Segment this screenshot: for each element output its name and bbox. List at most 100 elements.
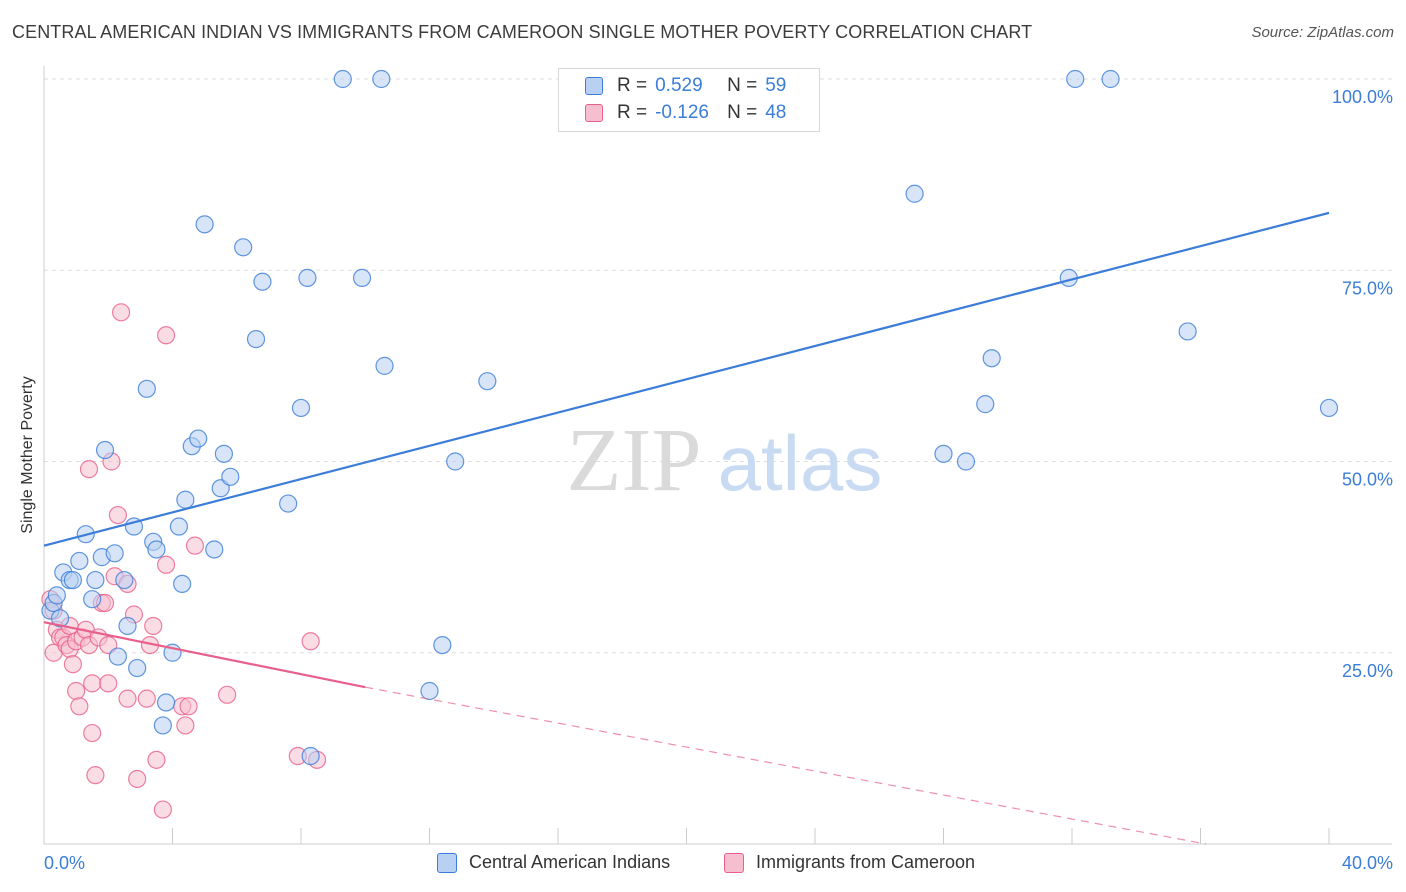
central-american-indian-point (169, 517, 189, 536)
central-american-indian-point (234, 238, 253, 257)
central-american-indian-point (205, 540, 224, 559)
central-american-indian-point (298, 268, 317, 287)
bottom-legend-swatch-pink (724, 852, 744, 873)
central-american-indian-point (95, 440, 115, 460)
central-american-indian-point (372, 69, 391, 89)
chart-title: CENTRAL AMERICAN INDIAN VS IMMIGRANTS FR… (12, 22, 1033, 42)
central-american-indian-point (118, 616, 137, 636)
central-american-indian-point (128, 658, 147, 678)
cameroon-point (79, 460, 99, 479)
legend-swatch-blue (585, 77, 603, 95)
central-american-indian-point (956, 452, 976, 471)
cameroon-point (153, 800, 172, 819)
central-american-indian-point (420, 681, 439, 701)
central-american-indian-point (176, 490, 195, 509)
legend-swatch-pink (585, 104, 603, 122)
central-american-indian-point (153, 716, 172, 735)
central-american-indian-point (1066, 69, 1085, 89)
cameroon-point (118, 689, 137, 708)
cameroon-point (67, 681, 86, 701)
x-tick-label: 0.0% (44, 853, 85, 873)
cameroon-point (108, 505, 127, 525)
central-american-indian-point (433, 635, 452, 655)
cameroon-point (144, 616, 163, 636)
watermark-atlas: atlas (718, 419, 883, 507)
central-american-indian-point (1101, 69, 1120, 89)
cameroon-point (83, 674, 102, 693)
cameroon-point (301, 632, 320, 651)
cameroon-point (218, 685, 237, 704)
central-american-indian-point (70, 551, 89, 571)
legend-n-label: N = (727, 102, 758, 123)
central-american-indian-point (137, 379, 156, 398)
central-american-indian-point (982, 349, 1001, 368)
legend-row-blue: R = 0.529 N = 59 (585, 73, 786, 99)
series-central-american-indians-points (41, 69, 1339, 766)
central-american-indian-point (83, 590, 102, 609)
central-american-indian-point (976, 395, 995, 414)
legend-r-label: R = (617, 102, 648, 123)
central-american-indian-point (301, 746, 320, 766)
central-american-indian-point (905, 184, 924, 203)
y-tick-label: 50.0% (1342, 470, 1393, 490)
cameroon-point (86, 766, 105, 785)
bottom-legend-label-pink: Immigrants from Cameroon (756, 852, 976, 872)
central-american-indian-point (173, 574, 192, 594)
stats-legend: R = 0.529 N = 59 R = -0.126 N = 48 (558, 68, 820, 132)
y-tick-label: 25.0% (1342, 661, 1393, 681)
cameroon-point (147, 750, 166, 769)
legend-n-label: N = (727, 75, 758, 96)
tick-labels: 25.0% 50.0% 75.0% 100.0% 0.0% 40.0% (44, 87, 1393, 873)
central-american-indian-point (253, 272, 272, 291)
central-american-indian-point (50, 609, 70, 628)
cameroon-point (185, 536, 205, 555)
cameroon-point (156, 326, 176, 345)
gridlines (44, 78, 1392, 654)
legend-n-value: 59 (765, 75, 787, 96)
central-american-indian-point (63, 570, 83, 590)
central-american-indian-point (189, 429, 208, 448)
cameroon-point (128, 769, 147, 789)
legend-n-value: 48 (765, 102, 787, 123)
cameroon-point (111, 303, 131, 322)
source-label: Source: ZipAtlas.com (1251, 24, 1394, 41)
central-american-indian-point (279, 494, 298, 513)
legend-r-label: R = (617, 75, 648, 96)
central-american-indian-point (246, 330, 266, 349)
trend-line-pink (43, 621, 366, 689)
cameroon-point (137, 689, 156, 708)
cameroon-point (83, 723, 102, 743)
central-american-indian-point (333, 69, 352, 89)
y-tick-label: 75.0% (1342, 278, 1393, 298)
central-american-indian-point (352, 268, 372, 287)
bottom-legend-series1: Central American Indians (437, 852, 670, 873)
x-tick-label: 40.0% (1342, 853, 1393, 873)
cameroon-point (70, 697, 89, 716)
central-american-indian-point (1319, 398, 1339, 418)
central-american-indian-point (105, 544, 124, 563)
central-american-indian-point (108, 647, 127, 666)
central-american-indian-point (291, 398, 311, 418)
legend-row-pink: R = -0.126 N = 48 (585, 100, 786, 126)
central-american-indian-point (1178, 322, 1197, 341)
bottom-legend-series2: Immigrants from Cameroon (724, 852, 975, 873)
axes (43, 66, 1392, 845)
central-american-indian-point (478, 372, 497, 391)
central-american-indian-point (221, 467, 240, 486)
central-american-indian-point (195, 215, 214, 234)
cameroon-point (99, 674, 118, 693)
central-american-indian-point (446, 452, 465, 471)
cameroon-point (176, 716, 195, 735)
central-american-indian-point (47, 586, 66, 605)
central-american-indian-point (934, 444, 953, 463)
central-american-indian-point (147, 540, 166, 559)
legend-r-value: -0.126 (655, 102, 709, 123)
legend-r-value: 0.529 (655, 75, 703, 96)
central-american-indian-point (214, 444, 233, 463)
y-tick-label: 100.0% (1332, 87, 1393, 107)
central-american-indian-point (86, 570, 105, 590)
bottom-legend-swatch-blue (437, 852, 457, 873)
central-american-indian-point (115, 570, 134, 590)
bottom-legend-label-blue: Central American Indians (469, 852, 671, 872)
